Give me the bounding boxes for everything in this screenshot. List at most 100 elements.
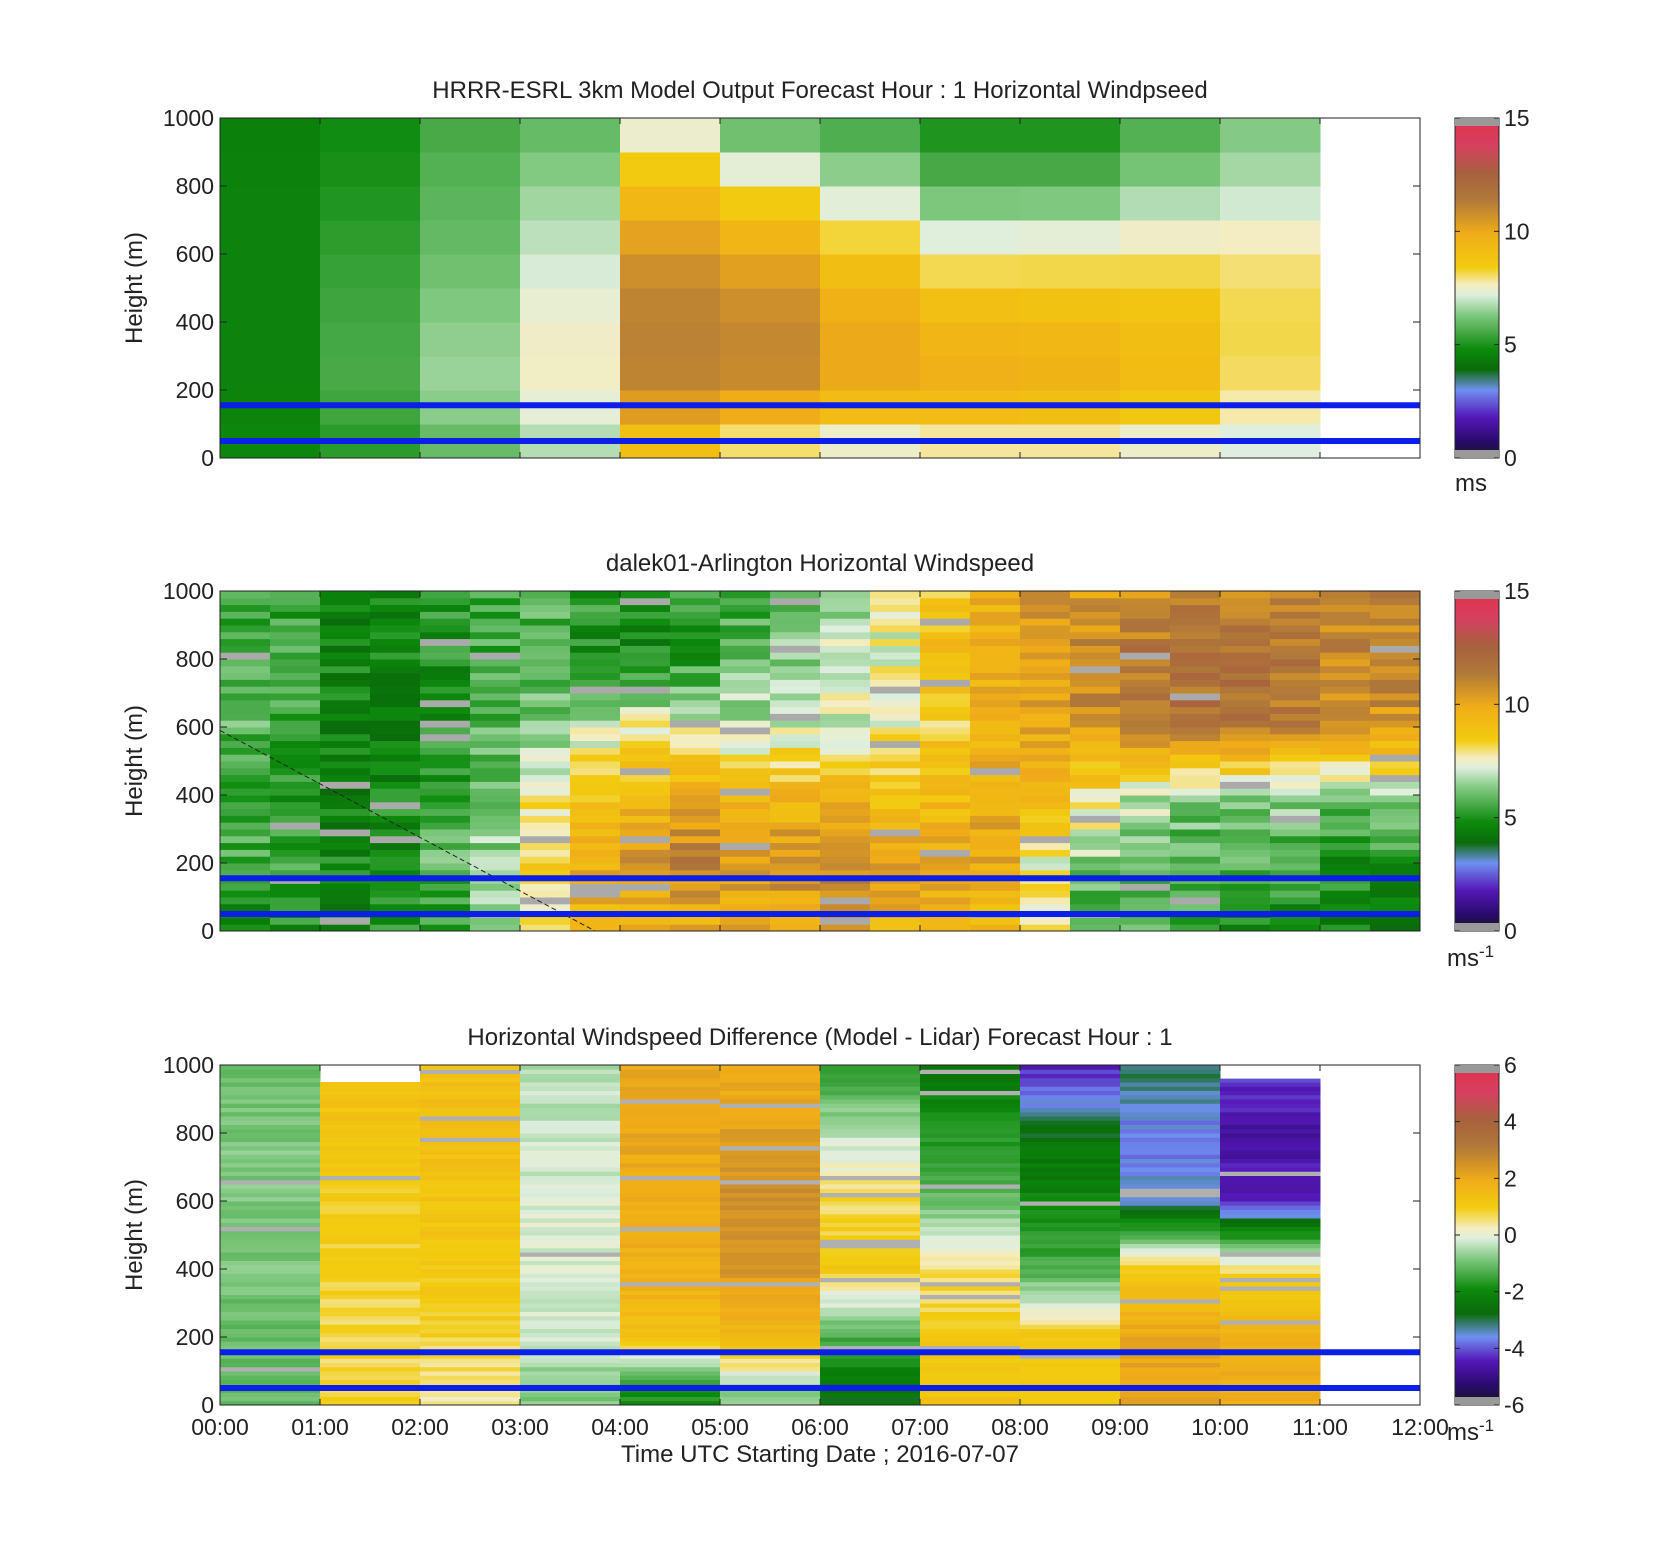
heatmap-cell (320, 665, 371, 674)
heatmap-cell (520, 1243, 621, 1249)
heatmap-cell (920, 1247, 1021, 1253)
heatmap-cell (1120, 740, 1171, 748)
heatmap-cell (520, 1094, 621, 1100)
heatmap-cell (520, 1337, 621, 1342)
heatmap-cell (920, 1154, 1021, 1159)
heatmap-cell (1220, 1167, 1321, 1172)
heatmap-cell (420, 638, 471, 646)
heatmap-cell (1020, 863, 1071, 871)
heatmap-cell (620, 1196, 721, 1202)
heatmap-cell (720, 829, 771, 837)
heatmap-cell (820, 761, 871, 769)
heatmap-cell (820, 727, 871, 735)
heatmap-cell (1220, 1111, 1321, 1117)
heatmap-cell (1320, 917, 1371, 925)
heatmap-cell (720, 727, 771, 735)
heatmap-cell (1370, 659, 1421, 667)
heatmap-cell (420, 924, 471, 932)
heatmap-cell (570, 631, 621, 640)
heatmap-cell (670, 869, 721, 878)
heatmap-cell (220, 659, 271, 667)
heatmap-cell (620, 849, 671, 857)
heatmap-cell (520, 795, 571, 803)
heatmap-cell (720, 1145, 821, 1151)
heatmap-cell (1020, 1133, 1121, 1138)
heatmap-cell (370, 849, 421, 857)
heatmap-cell (1120, 1188, 1221, 1193)
heatmap-cell (1270, 863, 1321, 871)
heatmap-cell (1220, 1133, 1321, 1138)
heatmap-cell (470, 795, 521, 803)
heatmap-cell (720, 611, 771, 619)
heatmap-cell (1220, 1116, 1321, 1121)
heatmap-cell (1070, 631, 1121, 640)
heatmap-cell (1220, 1281, 1321, 1287)
y-tick-label: 600 (176, 241, 214, 267)
heatmap-cell (720, 835, 771, 844)
heatmap-cell (1270, 638, 1321, 646)
heatmap-cell (370, 774, 421, 782)
heatmap-cell (670, 672, 721, 680)
heatmap-cell (1020, 1328, 1121, 1334)
heatmap-cell (1120, 356, 1221, 391)
heatmap-cell (820, 801, 871, 810)
heatmap-cell (770, 883, 821, 891)
heatmap-cell (520, 1371, 621, 1376)
heatmap-cell (1020, 1239, 1121, 1244)
heatmap-cell (420, 1320, 521, 1325)
colorbar-tick-label: 10 (1504, 218, 1530, 244)
heatmap-cell (1070, 665, 1121, 674)
heatmap-cell (520, 1103, 621, 1108)
heatmap-cell (1370, 611, 1421, 619)
heatmap-cell (670, 835, 721, 844)
heatmap-cell (320, 883, 371, 891)
heatmap-cell (270, 693, 321, 701)
heatmap-cell (1120, 1201, 1221, 1206)
heatmap-cell (1220, 1082, 1321, 1087)
heatmap-cell (620, 1307, 721, 1312)
heatmap-cell (220, 618, 271, 626)
heatmap-cell (1370, 740, 1421, 748)
heatmap-cell (370, 781, 421, 789)
heatmap-cell (970, 720, 1021, 728)
heatmap-cell (570, 788, 621, 796)
heatmap-cell (320, 1247, 421, 1253)
heatmap-cell (920, 890, 971, 898)
heatmap-cell (270, 659, 321, 667)
heatmap-cell (1120, 1247, 1221, 1253)
heatmap-cell (720, 118, 821, 153)
heatmap-cell (920, 815, 971, 823)
heatmap-cell (420, 774, 471, 782)
heatmap-cell (220, 1226, 321, 1232)
heatmap-cell (720, 1294, 821, 1300)
heatmap-cell (1220, 801, 1271, 810)
heatmap-cell (570, 903, 621, 912)
heatmap-cell (620, 1069, 721, 1074)
heatmap-cell (620, 1128, 721, 1134)
heatmap-cell (1320, 659, 1371, 667)
heatmap-cell (1070, 890, 1121, 898)
heatmap-cell (820, 1392, 921, 1397)
heatmap-cell (320, 152, 421, 187)
heatmap-cell (470, 638, 521, 646)
heatmap-cell (420, 1264, 521, 1270)
heatmap-cell (870, 733, 921, 742)
heatmap-cell (620, 1252, 721, 1257)
heatmap-cell (920, 1375, 1021, 1380)
heatmap-cell (820, 1162, 921, 1168)
heatmap-cell (920, 1281, 1021, 1287)
heatmap-cell (420, 1141, 521, 1147)
heatmap-cell (720, 1362, 821, 1368)
heatmap-cell (720, 1311, 821, 1317)
heatmap-cell (920, 699, 971, 708)
heatmap-cell (1170, 652, 1221, 660)
heatmap-cell (520, 1264, 621, 1270)
heatmap-cell (920, 1315, 1021, 1321)
heatmap-cell (520, 1145, 621, 1151)
heatmap-cell (870, 604, 921, 612)
heatmap-cell (1320, 883, 1371, 891)
heatmap-cell (920, 1188, 1021, 1193)
heatmap-cell (470, 754, 521, 762)
heatmap-cell (1170, 665, 1221, 674)
heatmap-cell (1220, 1260, 1321, 1266)
